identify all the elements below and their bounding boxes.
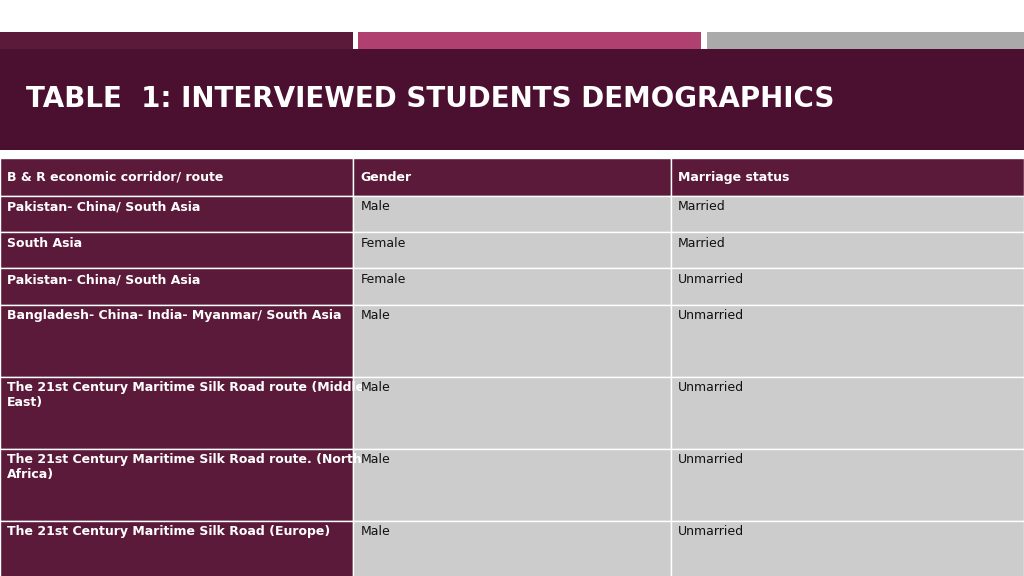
Text: Married: Married — [678, 237, 726, 250]
Text: South Asia: South Asia — [7, 237, 82, 250]
FancyBboxPatch shape — [0, 49, 1024, 150]
FancyBboxPatch shape — [671, 521, 1024, 576]
Text: Female: Female — [360, 237, 406, 250]
FancyBboxPatch shape — [0, 32, 353, 49]
FancyBboxPatch shape — [671, 158, 1024, 196]
FancyBboxPatch shape — [707, 32, 1024, 49]
FancyBboxPatch shape — [353, 196, 671, 232]
FancyBboxPatch shape — [0, 196, 353, 232]
FancyBboxPatch shape — [0, 268, 353, 305]
Text: Female: Female — [360, 273, 406, 286]
FancyBboxPatch shape — [353, 268, 671, 305]
FancyBboxPatch shape — [0, 232, 353, 268]
FancyBboxPatch shape — [671, 305, 1024, 377]
FancyBboxPatch shape — [353, 449, 671, 521]
Text: The 21st Century Maritime Silk Road route (Middle
East): The 21st Century Maritime Silk Road rout… — [7, 381, 365, 410]
FancyBboxPatch shape — [358, 32, 701, 49]
FancyBboxPatch shape — [353, 232, 671, 268]
Text: Marriage status: Marriage status — [678, 170, 790, 184]
FancyBboxPatch shape — [353, 377, 671, 449]
Text: TABLE  1: INTERVIEWED STUDENTS DEMOGRAPHICS: TABLE 1: INTERVIEWED STUDENTS DEMOGRAPHI… — [26, 85, 834, 113]
FancyBboxPatch shape — [0, 305, 353, 377]
Text: The 21st Century Maritime Silk Road (Europe): The 21st Century Maritime Silk Road (Eur… — [7, 525, 331, 539]
FancyBboxPatch shape — [0, 521, 353, 576]
Text: Pakistan- China/ South Asia: Pakistan- China/ South Asia — [7, 200, 201, 214]
Text: Pakistan- China/ South Asia: Pakistan- China/ South Asia — [7, 273, 201, 286]
Text: Male: Male — [360, 453, 390, 467]
Text: Gender: Gender — [360, 170, 412, 184]
FancyBboxPatch shape — [353, 521, 671, 576]
Text: Unmarried: Unmarried — [678, 525, 744, 539]
FancyBboxPatch shape — [0, 377, 353, 449]
Text: The 21st Century Maritime Silk Road route. (North
Africa): The 21st Century Maritime Silk Road rout… — [7, 453, 361, 482]
Text: Male: Male — [360, 200, 390, 214]
Text: Male: Male — [360, 381, 390, 395]
Text: B & R economic corridor/ route: B & R economic corridor/ route — [7, 170, 223, 184]
FancyBboxPatch shape — [353, 158, 671, 196]
FancyBboxPatch shape — [671, 196, 1024, 232]
FancyBboxPatch shape — [671, 232, 1024, 268]
FancyBboxPatch shape — [0, 158, 353, 196]
FancyBboxPatch shape — [671, 449, 1024, 521]
Text: Unmarried: Unmarried — [678, 453, 744, 467]
Text: Unmarried: Unmarried — [678, 309, 744, 323]
FancyBboxPatch shape — [671, 268, 1024, 305]
FancyBboxPatch shape — [353, 305, 671, 377]
Text: Bangladesh- China- India- Myanmar/ South Asia: Bangladesh- China- India- Myanmar/ South… — [7, 309, 342, 323]
FancyBboxPatch shape — [0, 449, 353, 521]
Text: Unmarried: Unmarried — [678, 381, 744, 395]
Text: Male: Male — [360, 525, 390, 539]
FancyBboxPatch shape — [671, 377, 1024, 449]
Text: Unmarried: Unmarried — [678, 273, 744, 286]
Text: Married: Married — [678, 200, 726, 214]
Text: Male: Male — [360, 309, 390, 323]
